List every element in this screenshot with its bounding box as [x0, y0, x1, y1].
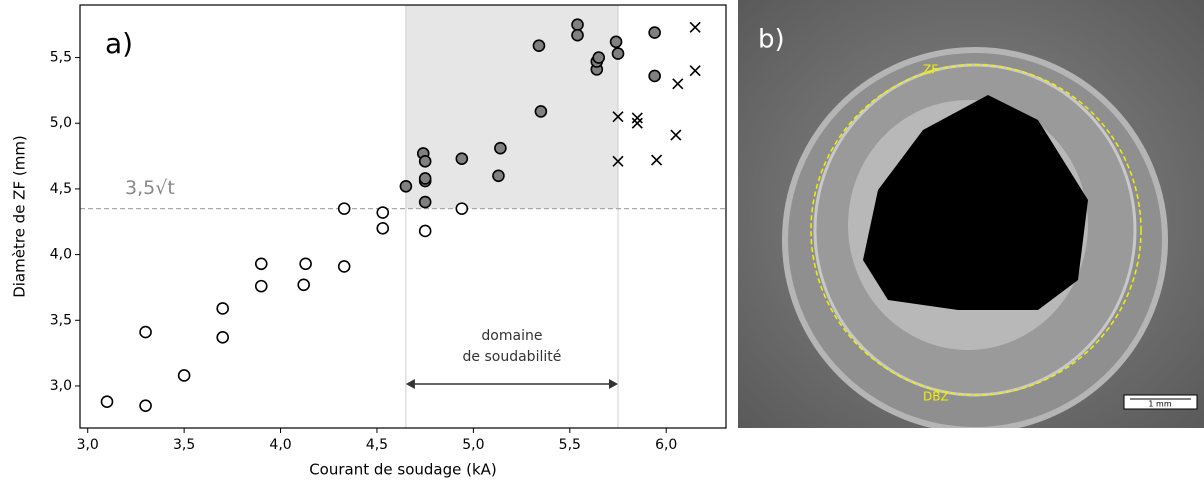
- cross-point: [689, 21, 701, 33]
- photo: b) ZF DBZ 1 mm: [738, 0, 1204, 428]
- filled-point: [492, 169, 505, 183]
- filled-point: [611, 47, 625, 60]
- cross-point: [672, 78, 684, 90]
- zf-circle: [810, 64, 1142, 396]
- x-tick-label: 4,5: [366, 437, 388, 453]
- open-point: [139, 399, 152, 412]
- threshold-label: 3,5√t: [125, 177, 175, 199]
- open-point: [455, 202, 469, 215]
- open-point: [297, 278, 310, 292]
- filled-point: [494, 141, 507, 155]
- cross-point: [689, 65, 701, 77]
- cross-point: [651, 154, 663, 166]
- open-point: [139, 325, 152, 339]
- open-point: [254, 257, 268, 271]
- y-tick-label: 4,5: [50, 181, 72, 197]
- region-label: domaine: [481, 328, 542, 344]
- filled-point: [418, 155, 432, 168]
- chart: 3,5√t domaine de soudabilité 3,0 3,5 4,0 4,5 5,…: [11, 4, 727, 479]
- scale-label: 1 mm: [1148, 400, 1171, 409]
- panel-label: b): [758, 25, 785, 55]
- filled-point: [592, 51, 606, 64]
- filled-point: [455, 152, 469, 165]
- cross-point: [670, 129, 682, 141]
- shaded-region: [405, 5, 619, 209]
- y-tick-label: 3,5: [50, 312, 72, 328]
- filled-point: [648, 69, 661, 83]
- open-point: [337, 260, 351, 273]
- filled-point: [399, 179, 413, 193]
- filled-point: [534, 105, 548, 118]
- y-axis-label: Diamètre de ZF (mm): [11, 135, 29, 298]
- open-point: [418, 224, 432, 238]
- panel-label: a): [105, 27, 133, 60]
- zone-label: ZF: [923, 63, 938, 77]
- open-point: [254, 279, 268, 293]
- cross-point: [631, 112, 643, 124]
- zone-label: DBZ: [923, 390, 949, 404]
- open-point: [216, 302, 229, 315]
- open-point: [100, 395, 114, 409]
- open-point: [177, 369, 191, 382]
- region-label: de soudabilité: [463, 349, 562, 365]
- filled-point: [418, 195, 432, 209]
- open-point: [337, 202, 351, 215]
- cross-point: [612, 155, 624, 167]
- cross-point: [612, 111, 624, 123]
- open-point: [376, 222, 390, 235]
- y-tick-label: 3,0: [50, 378, 72, 394]
- y-tick-label: 5,0: [50, 115, 72, 131]
- x-tick-label: 5,5: [559, 437, 581, 453]
- x-tick-label: 3,5: [173, 437, 195, 453]
- x-tick-label: 3,0: [77, 437, 99, 453]
- filled-point: [571, 28, 584, 42]
- x-tick-label: 4,0: [269, 437, 291, 453]
- x-axis-label: Courant de soudage (kA): [309, 461, 497, 479]
- filled-point: [609, 35, 623, 49]
- filled-point: [571, 18, 584, 32]
- filled-point: [648, 26, 661, 39]
- x-tick-label: 6,0: [655, 437, 677, 453]
- x-tick-label: 5,0: [462, 437, 484, 453]
- filled-point: [418, 172, 432, 185]
- plot-frame: [79, 4, 727, 429]
- filled-point: [532, 39, 546, 53]
- open-point: [299, 257, 312, 271]
- y-tick-label: 4,0: [50, 247, 72, 263]
- cross-point: [631, 117, 643, 129]
- y-tick-label: 5,5: [50, 50, 72, 66]
- open-point: [216, 331, 229, 344]
- open-point: [376, 206, 390, 219]
- hole: [863, 95, 1088, 310]
